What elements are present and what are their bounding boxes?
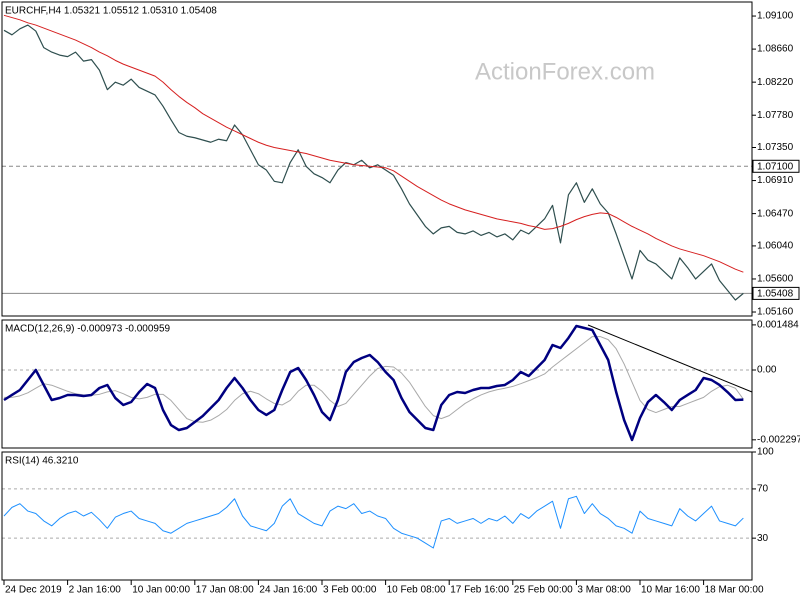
x-tick-label: 3 Mar 08:00 xyxy=(577,585,631,596)
trendline xyxy=(587,324,753,393)
x-tick-label: 10 Mar 16:00 xyxy=(641,585,700,596)
x-tick-label: 17 Feb 16:00 xyxy=(450,585,509,596)
y-tick-label: 100 xyxy=(757,447,774,458)
panel-frame xyxy=(1,1,753,317)
x-tick-label: 10 Jan 00:00 xyxy=(132,585,190,596)
y-tick-label: 1.06470 xyxy=(757,208,794,219)
panel-title: MACD(12,26,9) -0.000973 -0.000959 xyxy=(5,324,171,335)
x-tick-label: 10 Feb 08:00 xyxy=(387,585,446,596)
y-tick-label: -0.002297 xyxy=(757,434,800,445)
y-tick-label: 1.05600 xyxy=(757,274,794,285)
series-line xyxy=(3,495,744,549)
x-tick-label: 25 Feb 00:00 xyxy=(514,585,573,596)
y-tick-label: 70 xyxy=(757,484,769,495)
panel-frame xyxy=(1,451,753,581)
price-label-box xyxy=(752,286,800,300)
y-tick-label: 0.00 xyxy=(757,365,777,376)
y-tick-label: 1.08220 xyxy=(757,77,794,88)
price-label: 1.07100 xyxy=(757,161,794,172)
y-tick-label: 1.07350 xyxy=(757,142,794,153)
y-tick-label: 0.001484 xyxy=(757,320,799,331)
x-tick-label: 18 Mar 00:00 xyxy=(705,585,764,596)
price-label: 1.05408 xyxy=(757,289,794,300)
x-tick-label: 3 Feb 00:00 xyxy=(323,585,377,596)
y-tick-label: 1.06040 xyxy=(757,241,794,252)
x-tick-label: 2 Jan 16:00 xyxy=(69,585,122,596)
series-line xyxy=(4,336,744,423)
y-tick-label: 30 xyxy=(757,533,769,544)
series-line xyxy=(3,14,744,273)
x-tick-label: 17 Jan 08:00 xyxy=(196,585,254,596)
y-tick-label: 1.09100 xyxy=(757,11,794,22)
y-tick-label: 1.05160 xyxy=(757,307,794,318)
panel-title: RSI(14) 46.3210 xyxy=(5,456,79,467)
price-label-box xyxy=(752,159,800,173)
y-tick-label: 1.06910 xyxy=(757,175,794,186)
watermark: ActionForex.com xyxy=(475,58,655,85)
y-tick-label: 1.07780 xyxy=(757,110,794,121)
y-tick-label: 1.08660 xyxy=(757,44,794,55)
panel-frame xyxy=(1,319,753,449)
x-tick-label: 24 Dec 2019 xyxy=(5,585,62,596)
panel-title: EURCHF,H4 1.05321 1.05512 1.05310 1.0540… xyxy=(5,6,217,17)
series-line xyxy=(3,324,744,442)
x-tick-label: 24 Jan 16:00 xyxy=(259,585,317,596)
